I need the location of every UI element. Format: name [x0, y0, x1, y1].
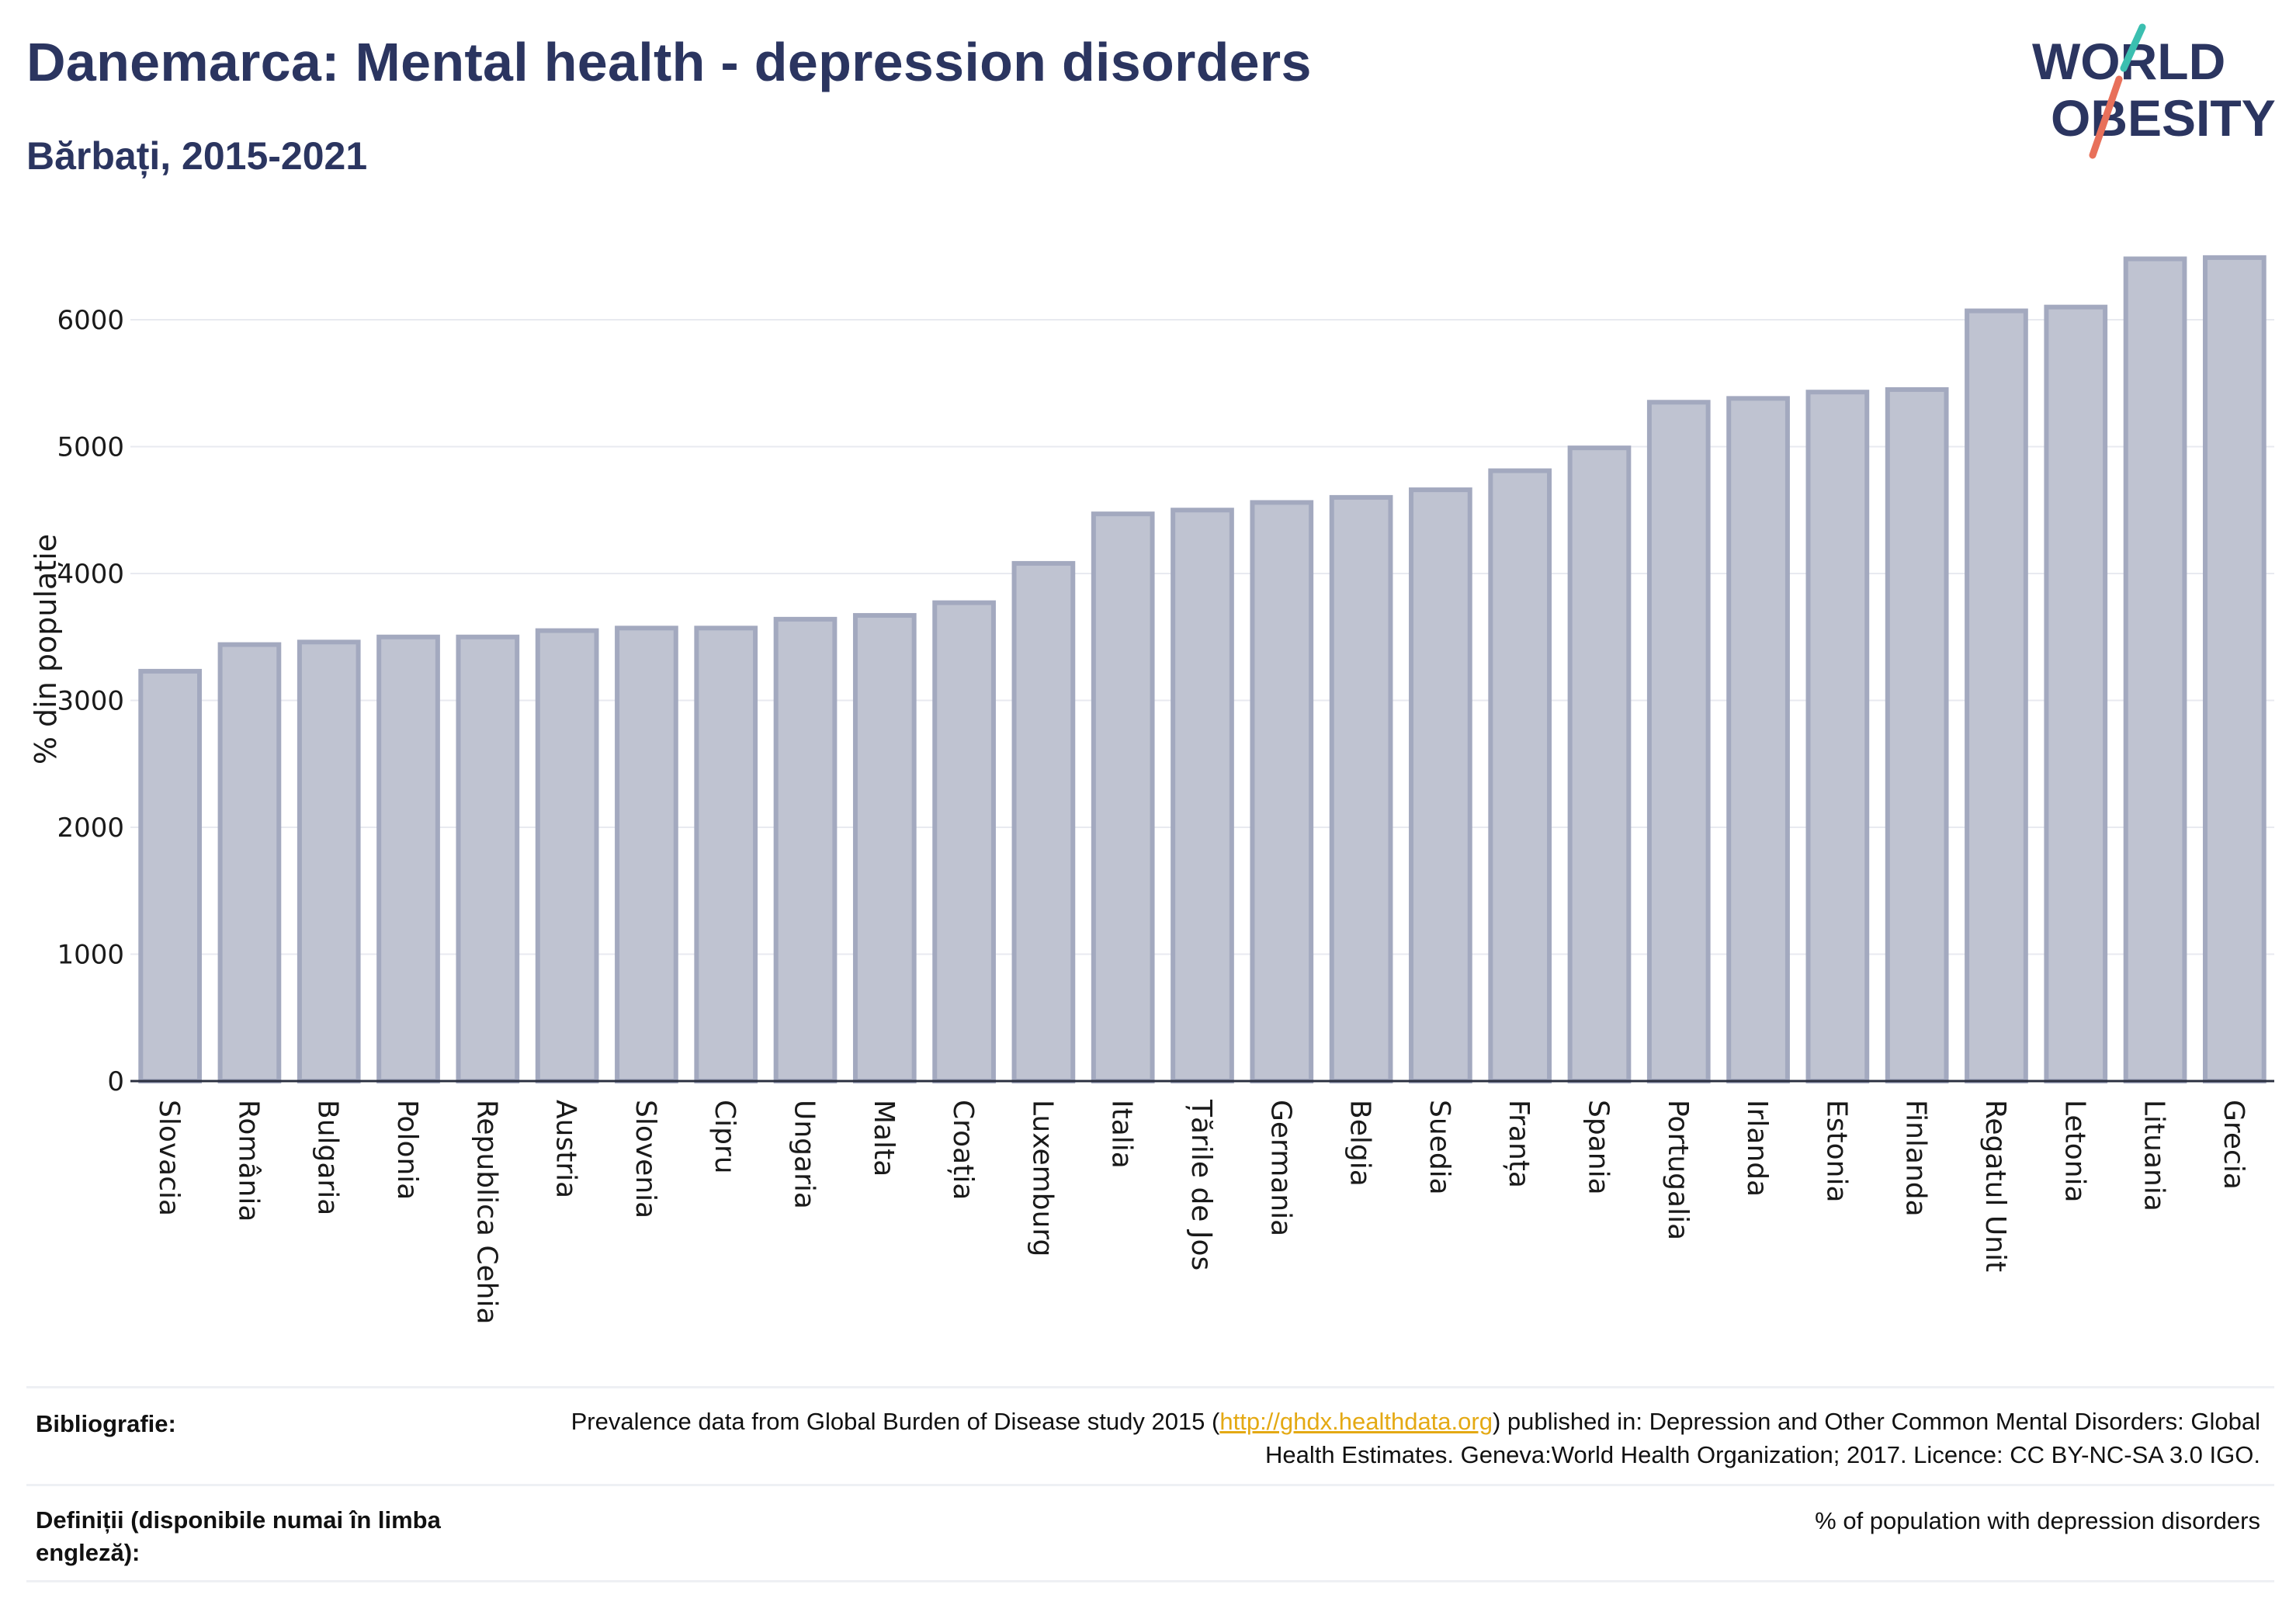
bar — [456, 634, 520, 1083]
world-obesity-logo: WORLD OBESITY — [2032, 23, 2276, 159]
bar — [2203, 255, 2267, 1083]
x-tick-label: Grecia — [2218, 1100, 2249, 1190]
bar — [932, 600, 996, 1083]
x-tick-label: Slovacia — [153, 1100, 185, 1216]
x-tick-label: Polonia — [391, 1100, 423, 1200]
bar — [2044, 304, 2108, 1083]
bibliography-text-after: ) published in: Depression and Other Com… — [1265, 1408, 2260, 1468]
bibliography-label: Bibliografie: — [36, 1410, 176, 1437]
chart-title: Danemarca: Mental health - depression di… — [26, 32, 1312, 92]
definitions-label: Definiții (disponibile numai în limba en… — [36, 1506, 441, 1566]
bar — [615, 626, 678, 1083]
footer-divider-middle — [26, 1484, 2274, 1486]
bar — [852, 612, 917, 1083]
x-tick-label: Regatul Unit — [1979, 1100, 2011, 1272]
bar — [694, 626, 758, 1083]
x-tick-label: Estonia — [1820, 1100, 1852, 1203]
bar — [1011, 560, 1076, 1083]
bibliography-text-before: Prevalence data from Global Burden of Di… — [571, 1408, 1220, 1435]
x-tick-label: Republica Cehia — [470, 1100, 502, 1325]
x-tick-label: Croația — [947, 1100, 979, 1200]
bar — [2123, 256, 2187, 1083]
bar — [376, 634, 440, 1083]
x-tick-label: Belgia — [1344, 1100, 1376, 1187]
x-tick-label: Lituania — [2138, 1100, 2170, 1211]
x-tick-label: Italia — [1106, 1100, 1138, 1169]
y-tick-label: 0 — [107, 1066, 124, 1097]
y-tick-label: 6000 — [57, 305, 124, 336]
definitions-text: % of population with depression disorder… — [1815, 1507, 2260, 1534]
x-tick-label: Țările de Jos — [1185, 1099, 1217, 1270]
bar-chart: 0 1000 2000 3000 4000 5000 6000 % din populație… — [29, 255, 2274, 1325]
bar — [1567, 445, 1632, 1083]
bar — [1488, 468, 1552, 1083]
logo-line2: OBESITY — [2051, 89, 2276, 147]
bar — [1409, 487, 1472, 1083]
bar — [1091, 511, 1155, 1083]
x-tick-label: Bulgaria — [312, 1100, 344, 1215]
x-tick-label: Luxemburg — [1026, 1100, 1058, 1256]
x-tick-label: România — [232, 1100, 264, 1222]
x-tick-label: Portugalia — [1662, 1100, 1694, 1240]
bar — [1726, 396, 1790, 1083]
bar — [1171, 508, 1234, 1083]
bar — [535, 628, 599, 1083]
x-tick-label: Franța — [1503, 1100, 1535, 1188]
x-tick-label: Germania — [1264, 1100, 1296, 1236]
x-tick-label: Malta — [868, 1100, 900, 1177]
y-tick-label: 1000 — [57, 940, 124, 971]
x-tick-label: Suedia — [1424, 1100, 1455, 1195]
bar — [773, 616, 838, 1083]
y-tick-label: 4000 — [57, 559, 124, 590]
bar — [138, 668, 202, 1083]
footer-divider-top — [26, 1386, 2274, 1388]
bar — [1805, 390, 1870, 1083]
bar — [1646, 400, 1711, 1083]
bar — [1965, 308, 2028, 1083]
x-tick-label: Cipru — [709, 1100, 740, 1174]
x-tick-label: Irlanda — [1741, 1100, 1773, 1197]
x-tick-label: Spania — [1582, 1100, 1614, 1195]
x-tick-label: Ungaria — [789, 1100, 820, 1209]
y-tick-label: 2000 — [57, 813, 124, 844]
chart-subtitle: Bărbați, 2015-2021 — [26, 134, 368, 178]
x-tick-label: Slovenia — [629, 1100, 661, 1218]
footer-divider-bottom — [26, 1580, 2274, 1582]
bar — [217, 642, 282, 1083]
logo-slash-coral — [2089, 75, 2123, 159]
y-axis-label: % din populație — [29, 534, 63, 764]
bar — [1250, 500, 1314, 1083]
bar — [1885, 386, 1949, 1083]
bibliography-link[interactable]: http://ghdx.healthdata.org — [1219, 1408, 1493, 1435]
y-tick-label: 3000 — [57, 686, 124, 717]
bar — [297, 639, 361, 1083]
x-tick-label: Finlanda — [1900, 1100, 1932, 1217]
x-tick-label: Letonia — [2058, 1100, 2090, 1203]
y-tick-label: 5000 — [57, 432, 124, 463]
bar — [1329, 494, 1393, 1083]
x-tick-label: Austria — [550, 1100, 582, 1198]
bibliography-text: Prevalence data from Global Burden of Di… — [553, 1405, 2260, 1471]
logo-slash-teal — [2120, 23, 2146, 72]
